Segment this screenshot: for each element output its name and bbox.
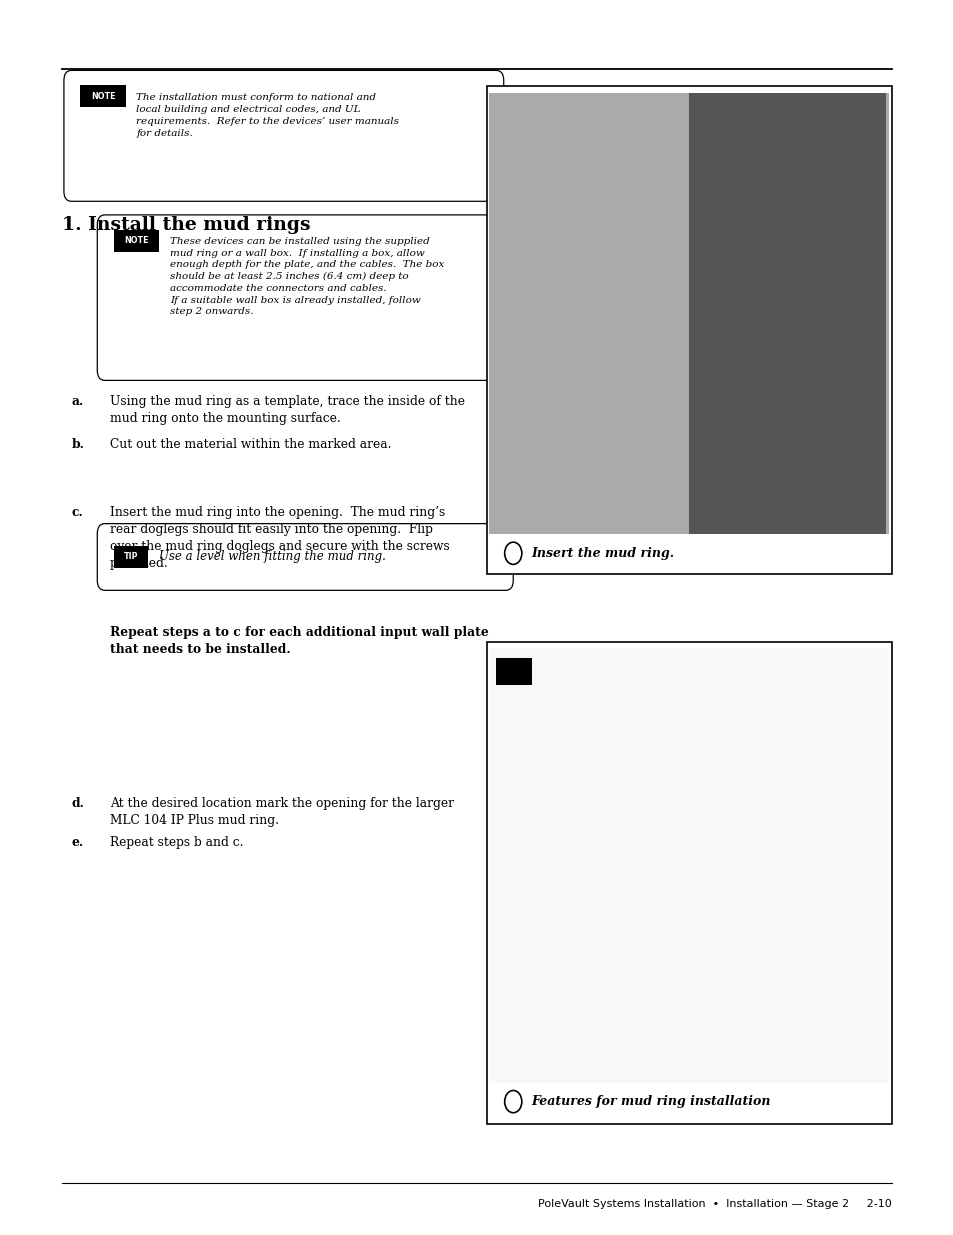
Bar: [489, 648, 888, 1083]
FancyBboxPatch shape: [97, 215, 513, 380]
Text: PoleVault Systems Installation  •  Installation — Stage 2     2-10: PoleVault Systems Installation • Install…: [537, 1199, 891, 1209]
Circle shape: [504, 1091, 521, 1113]
Text: Insert the mud ring into the opening.  The mud ring’s
rear doglegs should fit ea: Insert the mud ring into the opening. Th…: [110, 506, 449, 571]
Text: Insert the mud ring.: Insert the mud ring.: [531, 547, 674, 559]
FancyBboxPatch shape: [97, 524, 513, 590]
Text: Use a level when fitting the mud ring.: Use a level when fitting the mud ring.: [159, 551, 386, 563]
Bar: [113, 546, 148, 568]
FancyBboxPatch shape: [64, 70, 503, 201]
Text: c.: c.: [71, 506, 83, 520]
Text: Repeat steps a to c for each additional input wall plate
that needs to be instal: Repeat steps a to c for each additional …: [110, 626, 488, 656]
Circle shape: [504, 542, 521, 564]
Text: The installation must conform to national and
local building and electrical code: The installation must conform to nationa…: [136, 93, 399, 138]
Bar: [489, 93, 888, 534]
Text: TIP: TIP: [123, 552, 138, 562]
Bar: [496, 658, 532, 685]
Text: 1. Install the mud rings: 1. Install the mud rings: [62, 216, 310, 235]
Bar: [486, 86, 891, 574]
Bar: [80, 85, 126, 107]
Bar: [688, 93, 885, 534]
Text: d.: d.: [71, 797, 84, 810]
Text: Using the mud ring as a template, trace the inside of the
mud ring onto the moun: Using the mud ring as a template, trace …: [110, 395, 464, 425]
Text: NOTE: NOTE: [91, 91, 115, 101]
Text: Repeat steps b and c.: Repeat steps b and c.: [110, 836, 243, 850]
Text: These devices can be installed using the supplied
mud ring or a wall box.  If in: These devices can be installed using the…: [170, 237, 444, 316]
Text: a.: a.: [71, 395, 84, 409]
Text: NOTE: NOTE: [124, 236, 149, 246]
Bar: [486, 642, 891, 1124]
Text: Features for mud ring installation: Features for mud ring installation: [531, 1095, 770, 1108]
Text: Cut out the material within the marked area.: Cut out the material within the marked a…: [110, 438, 391, 452]
Text: b.: b.: [71, 438, 84, 452]
Bar: [113, 230, 159, 252]
Text: At the desired location mark the opening for the larger
MLC 104 IP Plus mud ring: At the desired location mark the opening…: [110, 797, 454, 826]
Text: e.: e.: [71, 836, 84, 850]
